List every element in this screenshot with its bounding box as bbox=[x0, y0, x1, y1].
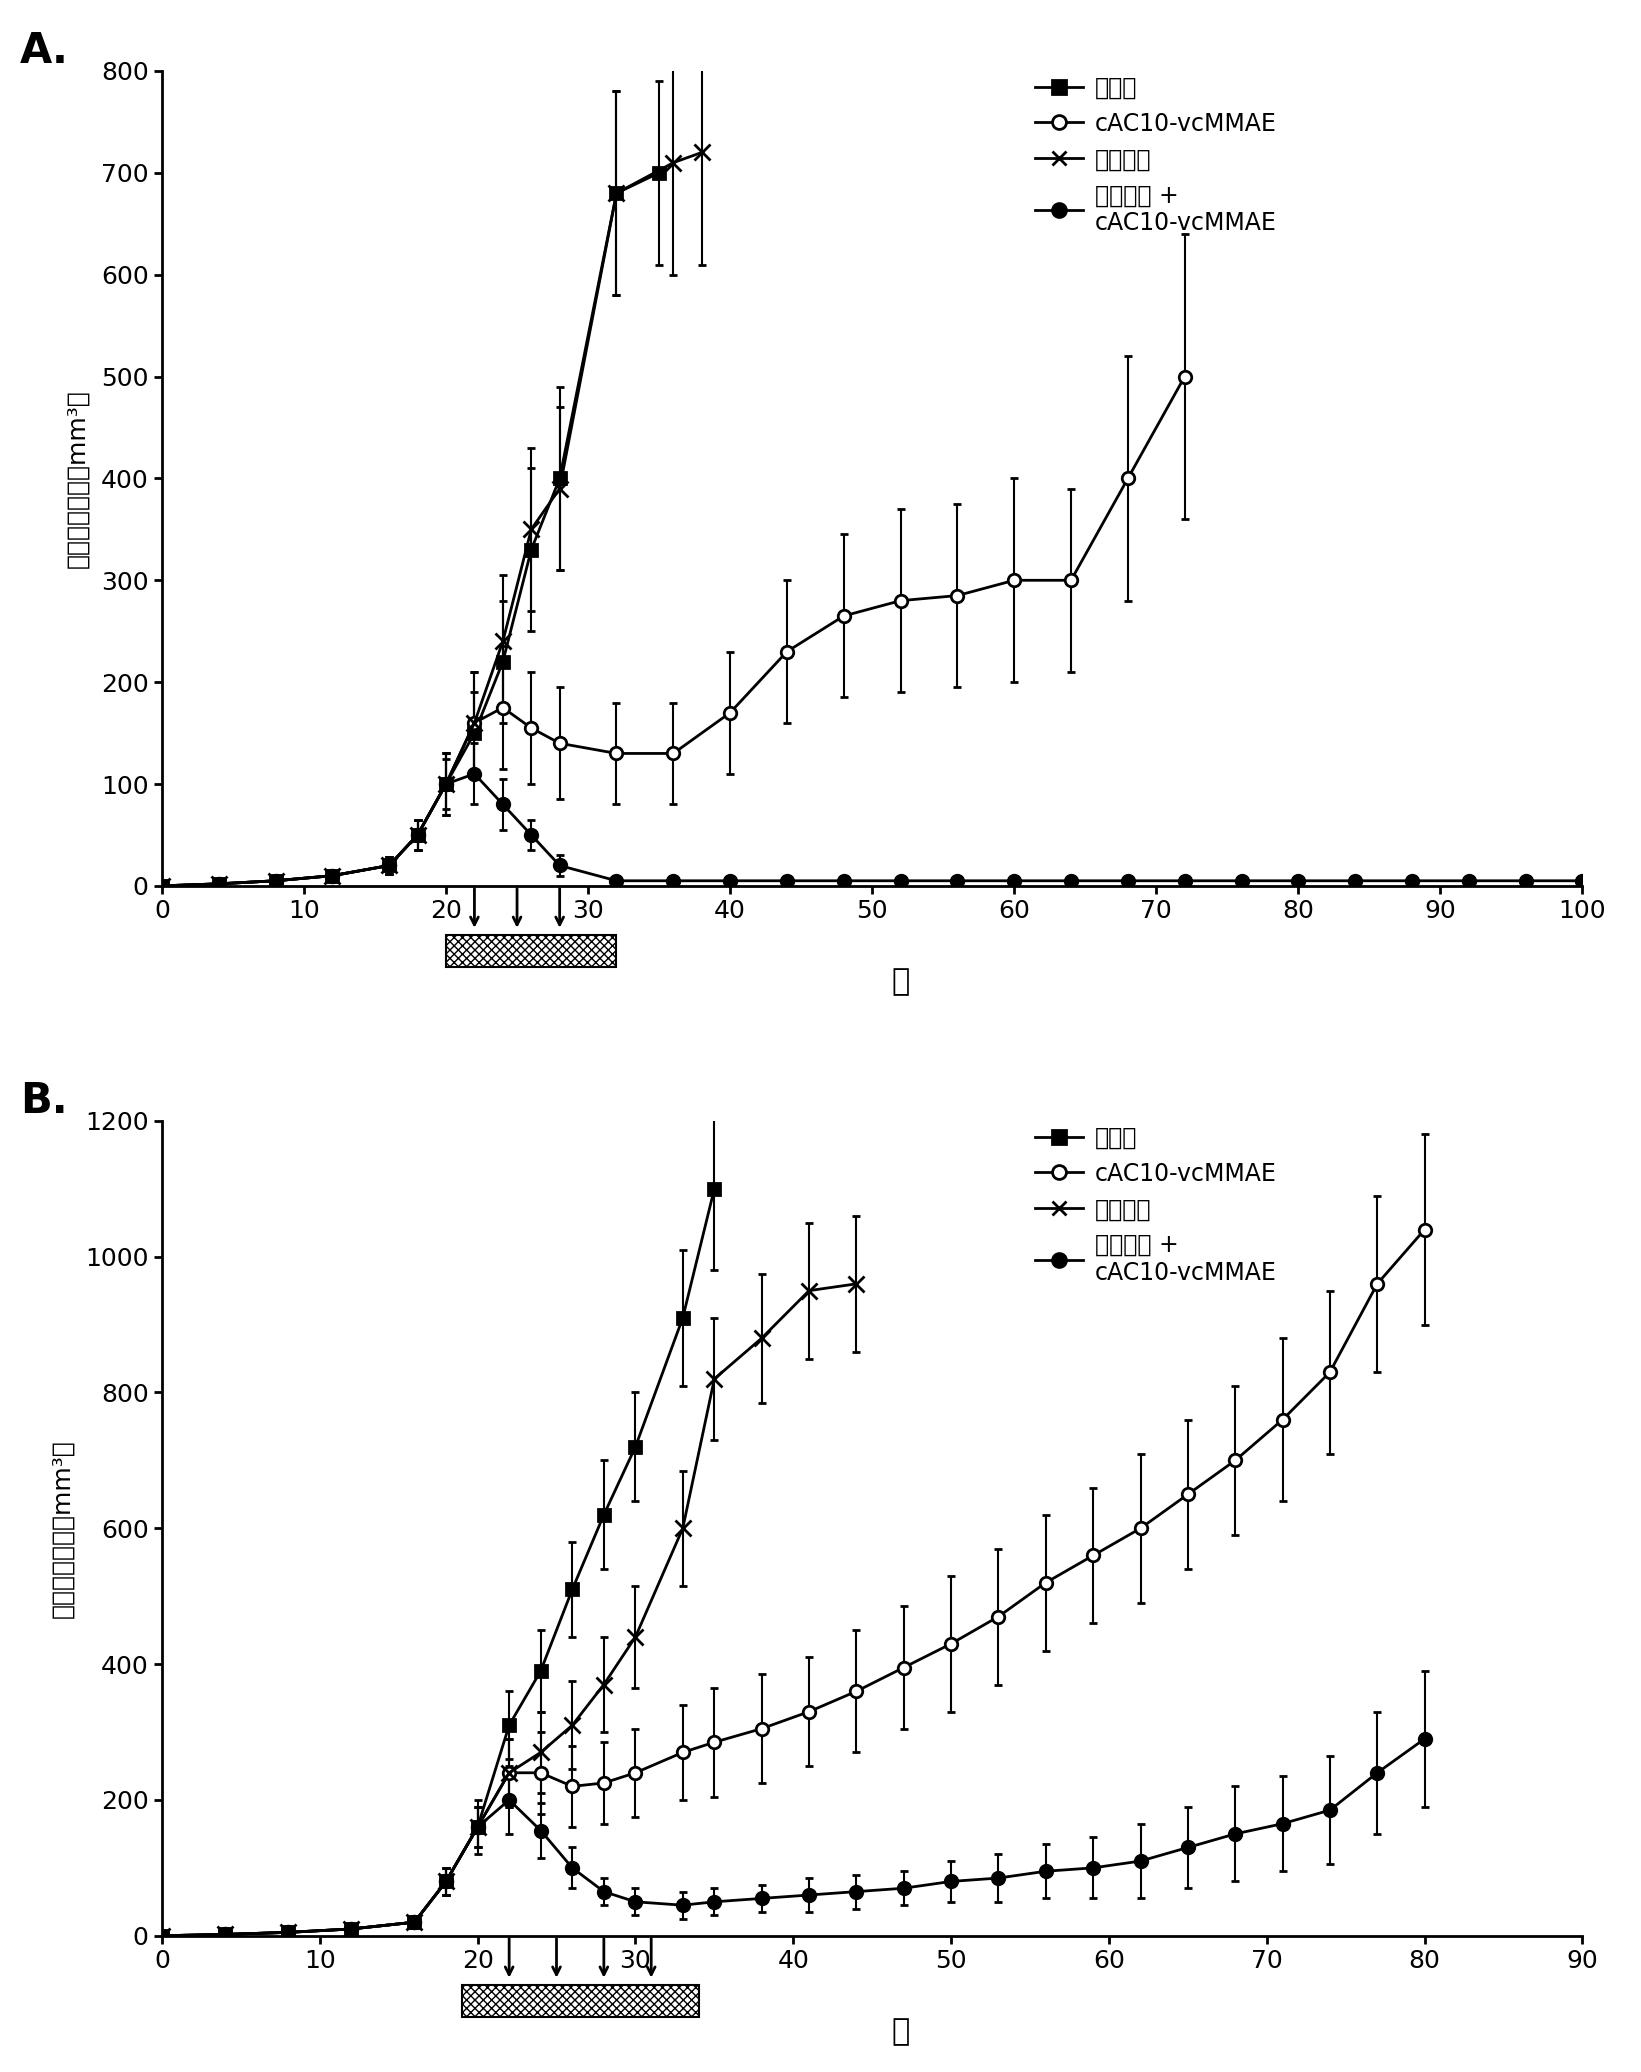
Text: B.: B. bbox=[20, 1080, 67, 1123]
Legend: 未治疗, cAC10-vcMMAE, 吉西他滨, 吉西他滨 +
cAC10-vcMMAE: 未治疗, cAC10-vcMMAE, 吉西他滨, 吉西他滨 + cAC10-vc… bbox=[1026, 1117, 1287, 1295]
Bar bbox=[461, 1985, 699, 2018]
Text: 天: 天 bbox=[891, 2018, 909, 2047]
Text: A.: A. bbox=[20, 31, 69, 73]
Bar bbox=[446, 934, 617, 968]
Y-axis label: 平均肿瘦体积（mm³）: 平均肿瘦体积（mm³） bbox=[66, 390, 90, 568]
Text: 天: 天 bbox=[891, 968, 909, 997]
Legend: 未治疗, cAC10-vcMMAE, 吉西他滨, 吉西他滨 +
cAC10-vcMMAE: 未治疗, cAC10-vcMMAE, 吉西他滨, 吉西他滨 + cAC10-vc… bbox=[1026, 66, 1287, 244]
Y-axis label: 平均肿瘦体积（mm³）: 平均肿瘦体积（mm³） bbox=[49, 1438, 74, 1618]
